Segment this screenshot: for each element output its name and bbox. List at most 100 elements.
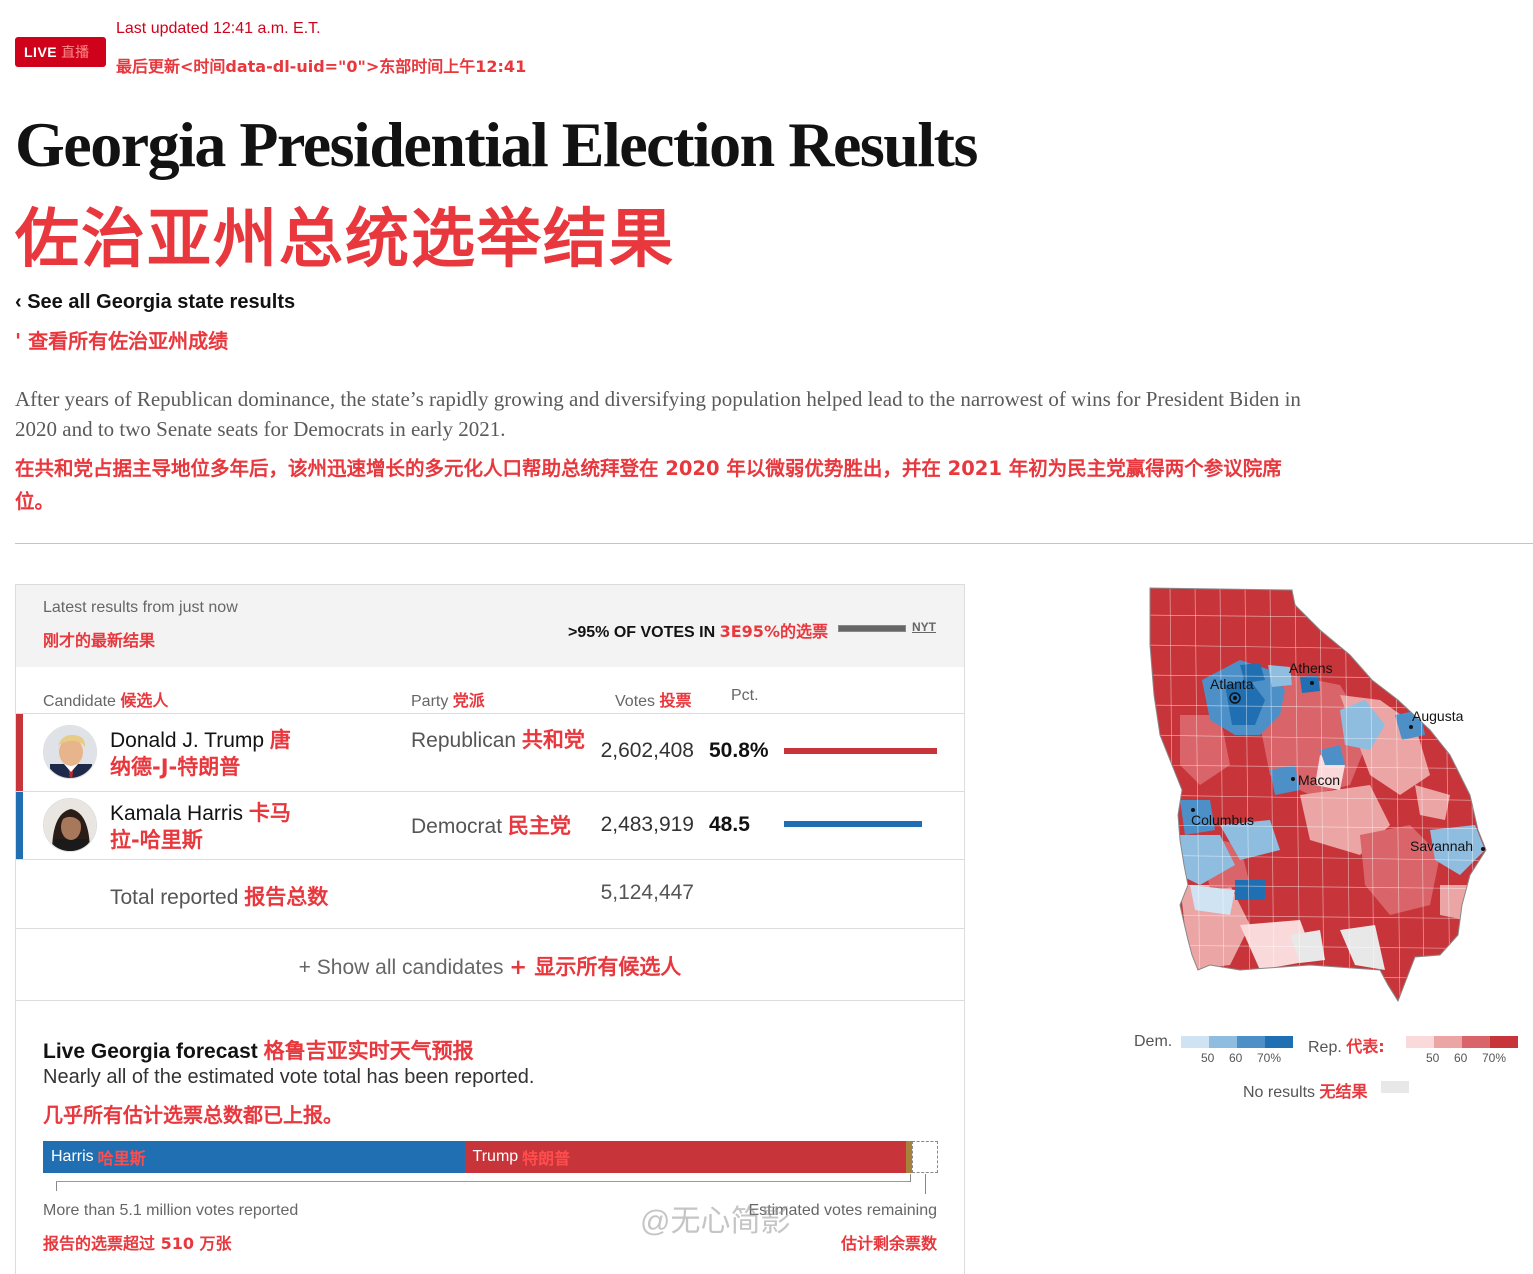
- show-all-candidates-button[interactable]: + Show all candidates + 显示所有候选人: [16, 951, 964, 981]
- forecast-bar-other: [905, 1141, 913, 1173]
- votes-remaining-text: Estimated votes remaining: [748, 1202, 937, 1219]
- legend-rep-swatch-3: [1462, 1036, 1490, 1048]
- latest-results-text: Latest results from just now: [43, 599, 238, 616]
- forecast-harris-label-cn: 哈里斯: [97, 1149, 146, 1168]
- show-all-candidates-text-cn[interactable]: + 显示所有候选人: [509, 955, 682, 979]
- legend-no-results-text-cn: 无结果: [1319, 1082, 1368, 1101]
- total-reported-text-cn: 报告总数: [244, 885, 329, 909]
- legend-rep-text-cn: 代表:: [1346, 1037, 1385, 1056]
- forecast-title: Live Georgia forecast 格鲁吉亚实时天气预报: [43, 1035, 474, 1065]
- legend-no-results: No results 无结果: [1243, 1078, 1368, 1102]
- county-fills: [1150, 588, 1486, 1001]
- total-votes: 5,124,447: [600, 881, 694, 904]
- col-candidate-label: Candidate: [43, 693, 116, 710]
- reported-bracket-tick: [56, 1181, 57, 1191]
- remaining-bracket-tick: [925, 1174, 926, 1194]
- reported-bracket-tick: [910, 1174, 911, 1182]
- last-updated: Last updated 12:41 a.m. E.T.: [116, 20, 321, 37]
- avatar-trump: [43, 725, 97, 779]
- pct-trump: 50.8%: [709, 739, 769, 762]
- legend-no-results-text: No results: [1243, 1084, 1316, 1101]
- city-label-augusta: Augusta: [1412, 708, 1464, 724]
- row-divider: [16, 859, 964, 860]
- votes-reported-text-cn: 报告的选票超过 510 万张: [43, 1234, 232, 1253]
- watermark: @无心简影: [640, 1205, 791, 1238]
- page-title: Georgia Presidential Election Results: [15, 109, 978, 180]
- forecast-bar: Harris 哈里斯 Trump 特朗普: [43, 1141, 938, 1173]
- legend-dem-tick-50: 50: [1201, 1051, 1215, 1065]
- live-badge: LIVE 直播: [15, 37, 106, 67]
- col-party-label-cn: 党派: [452, 691, 485, 710]
- forecast-harris-label: Harris: [51, 1148, 94, 1165]
- party-trump: Republican 共和党: [411, 727, 586, 754]
- col-candidate: Candidate 候选人: [43, 687, 168, 711]
- legend-dem-tick-70: 70%: [1257, 1051, 1282, 1065]
- votes-in-text-cn: 3E95%的选票: [719, 622, 828, 641]
- votes-reported-text: More than 5.1 million votes reported: [43, 1202, 299, 1219]
- forecast-title-cn: 格鲁吉亚实时天气预报: [263, 1039, 474, 1063]
- forecast-title-text: Live Georgia forecast: [43, 1040, 258, 1063]
- legend-rep-swatch-2: [1434, 1036, 1462, 1048]
- nyt-source-link[interactable]: NYT: [912, 620, 936, 634]
- legend-rep-text: Rep.: [1308, 1039, 1342, 1056]
- section-divider: [15, 543, 1533, 544]
- votes-in-label: >95% OF VOTES IN 3E95%的选票: [568, 618, 828, 642]
- col-candidate-label-cn: 候选人: [120, 691, 169, 710]
- legend-rep-tick-70: 70%: [1482, 1051, 1507, 1065]
- city-label-atlanta: Atlanta: [1210, 676, 1254, 692]
- forecast-trump-label-cn: 特朗普: [522, 1149, 571, 1168]
- legend-dem-swatch-3: [1237, 1036, 1265, 1048]
- party-trump-cn: 共和党: [521, 728, 585, 752]
- legend-dem-swatch-2: [1209, 1036, 1237, 1048]
- see-all-state-results-link[interactable]: ‹ See all Georgia state results: [15, 291, 296, 313]
- forecast-subtitle: Nearly all of the estimated vote total h…: [43, 1066, 535, 1088]
- last-updated-cn: 最后更新<时间data-dl-uid="0">东部时间上午12:41: [116, 57, 527, 76]
- live-label: LIVE: [24, 44, 58, 60]
- legend-no-results-swatch: [1381, 1081, 1409, 1093]
- pct-harris: 48.5: [709, 813, 750, 836]
- vote-share-bar-trump: [784, 748, 937, 754]
- party-harris-text: Democrat: [411, 815, 503, 838]
- city-label-columbus: Columbus: [1191, 812, 1254, 828]
- legend-rep-tick-60: 60: [1454, 1051, 1468, 1065]
- intro-paragraph-cn: 在共和党占据主导地位多年后，该州迅速增长的多元化人口帮助总统拜登在 2020 年…: [15, 457, 1282, 513]
- city-label-savannah: Savannah: [1410, 838, 1473, 854]
- city-markers: [1191, 681, 1485, 851]
- col-party-label: Party: [411, 693, 449, 710]
- row-divider: [16, 791, 964, 792]
- intro-paragraph: After years of Republican dominance, the…: [15, 387, 1301, 441]
- reported-bracket: [56, 1181, 911, 1182]
- votes-in-text: >95% OF VOTES IN: [568, 624, 716, 641]
- legend-dem-swatch-4: [1265, 1036, 1293, 1048]
- forecast-bar-trump: Trump 特朗普: [464, 1141, 906, 1173]
- forecast-trump-label: Trump: [472, 1148, 519, 1165]
- party-color-bar: [16, 792, 23, 859]
- col-votes: Votes 投票: [615, 687, 692, 711]
- legend-dem-label: Dem.: [1134, 1033, 1173, 1050]
- see-all-state-results-link-cn[interactable]: ' 查看所有佐治亚州成绩: [15, 329, 229, 353]
- georgia-county-map[interactable]: Atlanta Athens Augusta Macon Columbus Sa…: [1140, 585, 1520, 1005]
- total-reported-text: Total reported: [110, 886, 239, 909]
- candidate-name-harris-cn: 卡马拉-哈里斯: [110, 801, 291, 852]
- votes-harris: 2,483,919: [600, 813, 694, 836]
- page-title-cn: 佐治亚州总统选举结果: [15, 203, 675, 277]
- state-outline: [1149, 587, 1487, 1003]
- row-divider: [16, 1000, 964, 1001]
- vote-share-bar-harris: [784, 821, 923, 827]
- legend-rep-swatch-4: [1490, 1036, 1518, 1048]
- votes-remaining-text-cn: 估计剩余票数: [840, 1234, 937, 1253]
- total-reported-label: Total reported 报告总数: [110, 881, 328, 911]
- show-all-candidates-text[interactable]: + Show all candidates: [298, 956, 504, 979]
- results-card: Latest results from just now 刚才的最新结果 >95…: [15, 584, 965, 1274]
- col-party: Party 党派: [411, 687, 485, 711]
- forecast-bar-harris: Harris 哈里斯: [43, 1141, 465, 1173]
- votes-in-progress-bar: [838, 625, 906, 632]
- latest-results-text-cn: 刚才的最新结果: [43, 631, 156, 650]
- avatar-harris-image: [44, 799, 96, 851]
- row-divider: [16, 928, 964, 929]
- legend-rep-swatch-1: [1406, 1036, 1434, 1048]
- candidate-name-trump-cn: 唐纳德-J-特朗普: [110, 728, 291, 779]
- party-harris: Democrat 民主党: [411, 813, 601, 840]
- city-label-athens: Athens: [1289, 660, 1333, 676]
- col-votes-label-cn: 投票: [659, 691, 692, 710]
